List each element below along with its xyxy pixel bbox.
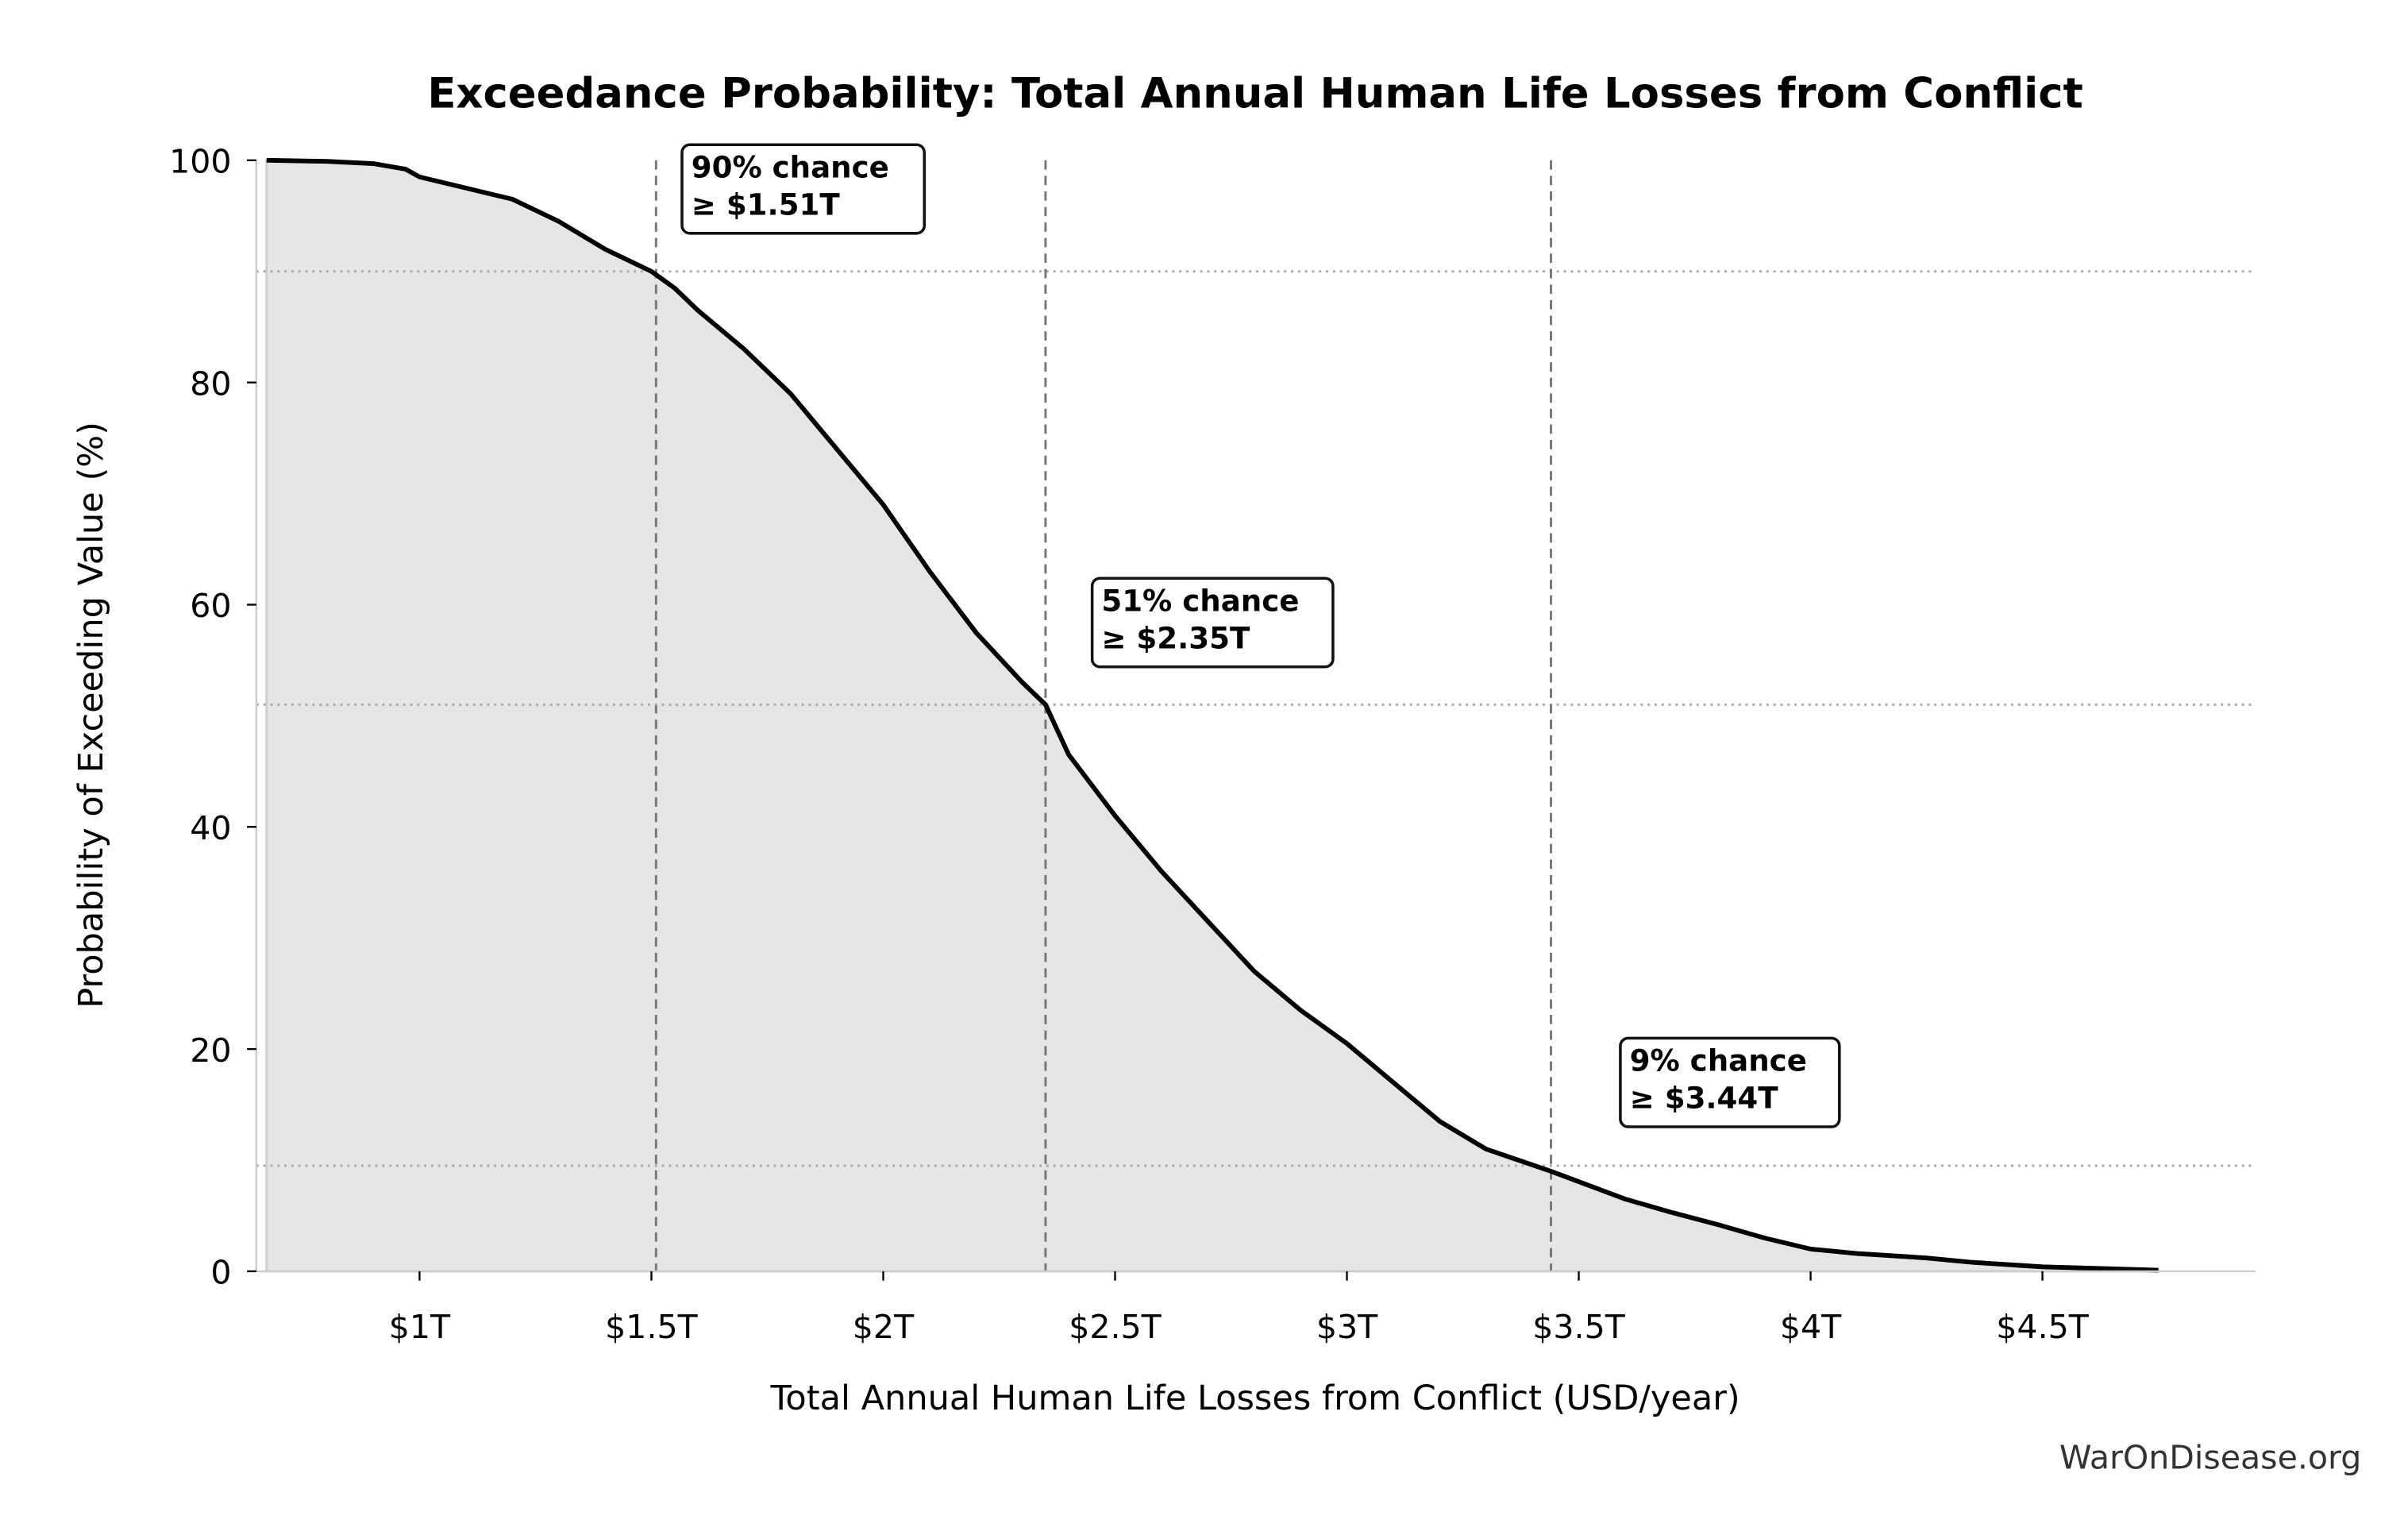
annotation-line1: 51% chance xyxy=(1101,583,1299,618)
x-axis-label: Total Annual Human Life Losses from Conf… xyxy=(769,1379,1740,1418)
annotation-line1: 9% chance xyxy=(1630,1043,1807,1078)
exceedance-area xyxy=(265,159,2160,1273)
annotation-line2: ≥ $2.35T xyxy=(1101,620,1250,655)
x-tick-label: $2.5T xyxy=(1069,1308,1162,1346)
x-tick-label: $3T xyxy=(1316,1308,1378,1346)
watermark: WarOnDisease.org xyxy=(2059,1438,2361,1476)
annotation-box: 51% chance≥ $2.35T xyxy=(1090,577,1335,669)
y-tick-label: 100 xyxy=(169,142,231,180)
y-axis-label: Probability of Exceeding Value (%) xyxy=(71,422,111,1008)
x-tick-label: $1.5T xyxy=(605,1308,698,1346)
annotation-line1: 90% chance xyxy=(692,149,889,184)
x-tick-label: $4T xyxy=(1780,1308,1842,1346)
annotation-line2: ≥ $1.51T xyxy=(692,187,841,222)
annotation-line2: ≥ $3.44T xyxy=(1630,1080,1779,1115)
x-tick-label: $4.5T xyxy=(1996,1308,2089,1346)
chart-title: Exceedance Probability: Total Annual Hum… xyxy=(427,69,2082,118)
annotation-box: 90% chance≥ $1.51T xyxy=(680,143,927,235)
x-tick-label: $1T xyxy=(389,1308,451,1346)
exceedance-curve xyxy=(266,157,2159,1273)
plot-area: $1T $1.5T $2T $2.5T $3T $3.5T $4T $4.5T 0 20 40 60 8… xyxy=(169,142,2256,1346)
annotation-frame xyxy=(1619,1036,1841,1128)
annotation-frame xyxy=(680,143,927,235)
y-tick-label: 0 xyxy=(210,1254,231,1292)
x-tick-label: $2T xyxy=(853,1308,915,1346)
annotation-box: 9% chance≥ $3.44T xyxy=(1619,1036,1841,1128)
y-tick-label: 60 xyxy=(190,587,231,625)
x-tick-label: $3.5T xyxy=(1532,1308,1625,1346)
y-tick-label: 80 xyxy=(190,364,231,403)
y-tick-label: 20 xyxy=(190,1032,231,1070)
y-tick-label: 40 xyxy=(190,809,231,847)
annotation-frame xyxy=(1090,577,1335,669)
